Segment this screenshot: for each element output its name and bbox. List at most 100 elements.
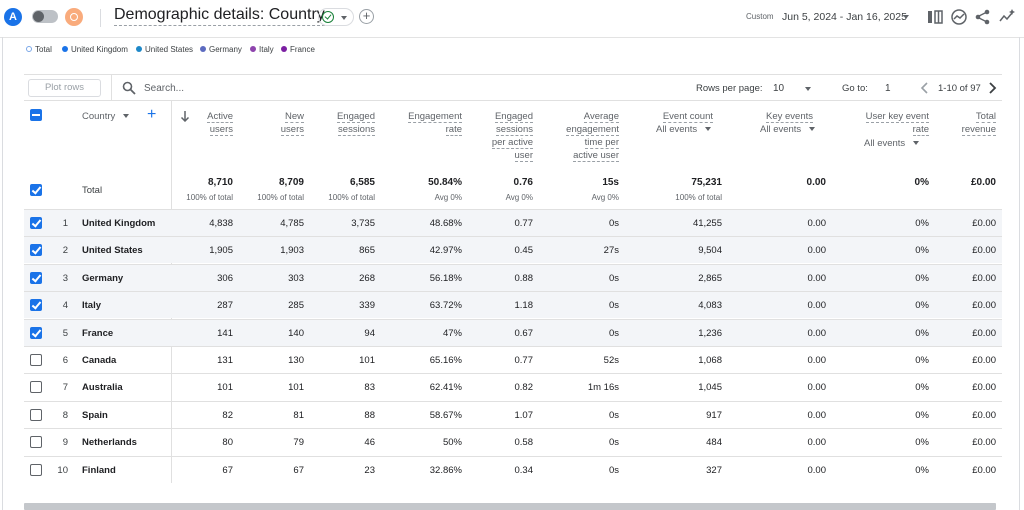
row-checkbox[interactable] — [30, 436, 42, 449]
chevron-right-icon[interactable] — [987, 82, 997, 94]
table-row[interactable]: 9 Netherlands 80 79 46 50% 0.58 0s 484 0.00 0% £0.0… — [24, 428, 1002, 455]
row-checkbox[interactable] — [30, 326, 42, 339]
select-all-checkbox[interactable] — [30, 109, 42, 121]
legend-item-france[interactable]: France — [281, 45, 315, 54]
row-checkbox[interactable] — [30, 299, 42, 312]
table-row[interactable]: 1 United Kingdom 4,838 4,785 3,735 48.68% 0.77… — [24, 209, 1002, 236]
cell-active-users: 131 — [217, 355, 233, 366]
insights-chart-icon[interactable] — [950, 8, 968, 26]
header-engaged-sessions[interactable]: Engaged sessions — [336, 111, 375, 136]
table-row[interactable]: 5 France 141 140 94 47% 0.67 0s 1,236 0.00 0% £0.00 — [24, 318, 1002, 346]
cell-new-users: 81 — [293, 409, 304, 421]
country-name[interactable]: Spain — [82, 409, 108, 421]
rows-per-page-select[interactable]: 10 — [773, 83, 785, 94]
table-row[interactable]: 7 Australia 101 101 83 62.41% 0.82 1m 16s 1,045 0… — [24, 373, 1002, 400]
table-toolbar: Plot rows Search... Rows per page: 10 Go… — [24, 74, 1002, 101]
row-checkbox[interactable] — [30, 271, 42, 284]
cell-total-revenue: £0.00 — [972, 355, 996, 366]
country-name[interactable]: Netherlands — [82, 437, 137, 449]
country-dimension-header[interactable]: Country — [82, 111, 130, 122]
legend-item-united-states[interactable]: United States — [136, 45, 193, 54]
cell-user-key-event-rate: 0% — [915, 409, 929, 421]
table-row[interactable]: 3 Germany 306 303 268 56.18% 0.88 0s 2,865 0.00 0%… — [24, 263, 1002, 291]
share-icon[interactable] — [974, 8, 992, 26]
cell-engaged-per-user: 0.88 — [514, 272, 534, 284]
total-active-users-share: 100% of total — [186, 193, 233, 202]
trend-sparkle-icon[interactable] — [998, 8, 1016, 26]
row-checkbox[interactable] — [30, 463, 42, 476]
header-event-count[interactable]: Event count — [662, 111, 713, 123]
header-engagement-rate[interactable]: Engagement rate — [408, 111, 462, 136]
add-comparison-button[interactable]: + — [359, 9, 374, 24]
header-key-events[interactable]: Key events — [766, 111, 813, 123]
country-name[interactable]: Canada — [82, 355, 117, 366]
account-avatar[interactable]: A — [4, 8, 22, 26]
header-user-key-event-rate[interactable]: User key event rate — [865, 111, 929, 136]
cell-user-key-event-rate: 0% — [915, 382, 929, 394]
event-count-filter[interactable]: All events — [656, 124, 712, 135]
cell-avg-engagement: 0s — [608, 409, 619, 421]
legend-item-total[interactable]: Total — [26, 45, 52, 54]
row-checkbox[interactable] — [30, 244, 42, 257]
row-index: 7 — [62, 382, 68, 394]
horizontal-scrollbar[interactable] — [24, 503, 996, 510]
chevron-down-icon[interactable] — [805, 87, 811, 91]
header-total-revenue[interactable]: Total revenue — [961, 111, 996, 136]
cell-new-users: 101 — [288, 382, 304, 394]
total-new-users-share: 100% of total — [257, 193, 304, 202]
country-name[interactable]: Finland — [82, 464, 116, 476]
header-engaged-sessions-per-user[interactable]: Engaged sessions per active user — [491, 111, 533, 162]
header-new-users[interactable]: New users — [280, 111, 304, 136]
legend-item-italy[interactable]: Italy — [250, 45, 274, 54]
country-name[interactable]: United States — [82, 245, 143, 257]
key-events-filter[interactable]: All events — [760, 124, 816, 135]
country-name[interactable]: United Kingdom — [82, 218, 156, 229]
row-checkbox[interactable] — [30, 354, 42, 366]
insights-icon[interactable] — [65, 8, 83, 26]
cell-key-events: 0.00 — [807, 327, 827, 339]
legend-item-united-kingdom[interactable]: United Kingdom — [62, 45, 128, 54]
legend-item-germany[interactable]: Germany — [200, 45, 242, 54]
cell-total-revenue: £0.00 — [972, 409, 996, 421]
legend-label: Italy — [259, 45, 274, 54]
plot-rows-button[interactable]: Plot rows — [28, 79, 101, 97]
header-avg-engagement-time[interactable]: Average engagement time per active user — [566, 111, 619, 162]
search-input[interactable]: Search... — [144, 83, 185, 94]
goto-page-input[interactable]: 1 — [885, 83, 891, 94]
legend-label: France — [290, 45, 315, 54]
cell-event-count: 1,045 — [698, 382, 722, 394]
header-active-users[interactable]: Active users — [207, 111, 233, 136]
cell-user-key-event-rate: 0% — [915, 245, 929, 257]
date-range-chevron-icon[interactable] — [903, 15, 909, 19]
table-row[interactable]: 6 Canada 131 130 101 65.16% 0.77 52s 1,068 0.00 0%… — [24, 346, 1002, 373]
user-key-event-rate-filter[interactable]: All events — [864, 138, 920, 149]
sort-arrow-down-icon[interactable] — [180, 110, 190, 122]
cell-engaged-sessions: 865 — [359, 245, 375, 257]
comparison-toggle[interactable] — [32, 10, 58, 23]
country-header-label: Country — [82, 111, 116, 122]
legend-label: United States — [145, 45, 194, 54]
report-status-dropdown[interactable] — [318, 8, 354, 26]
country-name[interactable]: Germany — [82, 272, 124, 284]
table-row[interactable]: 8 Spain 82 81 88 58.67% 1.07 0s 917 0.00 0% £0.00 — [24, 400, 1002, 428]
table-row[interactable]: 2 United States 1,905 1,903 865 42.97% 0.45 27s… — [24, 236, 1002, 264]
row-checkbox[interactable] — [30, 408, 42, 421]
chevron-left-icon[interactable] — [920, 82, 930, 94]
country-name[interactable]: Australia — [82, 382, 123, 394]
cell-total-revenue: £0.00 — [972, 437, 996, 449]
row-checkbox[interactable] — [30, 381, 42, 394]
compare-columns-icon[interactable] — [926, 8, 944, 26]
totals-checkbox[interactable] — [30, 184, 42, 196]
cell-active-users: 82 — [222, 409, 233, 421]
row-checkbox[interactable] — [30, 217, 42, 229]
total-engaged-per-user-avg: Avg 0% — [505, 193, 533, 202]
date-range-picker[interactable]: Jun 5, 2024 - Jan 16, 2025 — [782, 11, 907, 23]
cell-avg-engagement: 52s — [603, 355, 619, 366]
cell-engaged-sessions: 3,735 — [351, 218, 375, 229]
country-name[interactable]: Italy — [82, 300, 102, 312]
table-row[interactable]: 10 Finland 67 67 23 32.86% 0.34 0s 327 0.00 0% £0.0… — [24, 455, 1002, 483]
country-name[interactable]: France — [82, 327, 114, 339]
add-dimension-button[interactable]: + — [147, 106, 157, 123]
table-row[interactable]: 4 Italy 287 285 339 63.72% 1.18 0s 4,083 0.00 0% £0… — [24, 291, 1002, 319]
legend-dot — [136, 46, 142, 52]
